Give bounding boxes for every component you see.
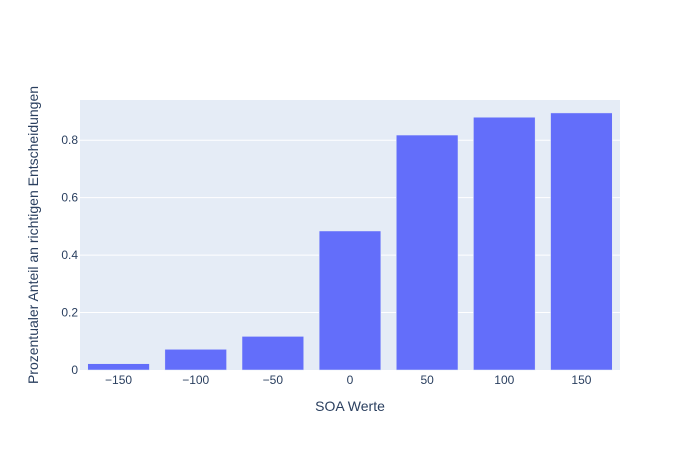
bar[interactable] [87, 363, 150, 371]
x-tick-label: −50 [263, 373, 284, 387]
bar[interactable] [318, 230, 382, 371]
y-tick-label: 0.6 [61, 191, 78, 205]
x-axis-ticks: −150 −100 −50 0 50 100 150 [105, 373, 592, 387]
bars [87, 112, 613, 371]
y-tick-label: 0.2 [61, 306, 78, 320]
bar[interactable] [550, 112, 613, 371]
bar[interactable] [164, 349, 227, 371]
x-tick-label: 0 [347, 373, 354, 387]
bar[interactable] [473, 116, 536, 371]
bar[interactable] [396, 134, 459, 371]
x-tick-label: −150 [105, 373, 132, 387]
x-axis-title: SOA Werte [315, 398, 385, 414]
bar[interactable] [241, 336, 304, 371]
x-tick-label: 100 [494, 373, 514, 387]
y-tick-label: 0.4 [61, 248, 78, 262]
y-axis-ticks: 0 0.2 0.4 0.6 0.8 [61, 133, 78, 377]
x-tick-label: −100 [182, 373, 209, 387]
x-tick-label: 50 [420, 373, 434, 387]
x-tick-label: 150 [571, 373, 591, 387]
y-axis-title: Prozentualer Anteil an richtigen Entsche… [25, 86, 41, 384]
y-tick-label: 0.8 [61, 133, 78, 147]
y-tick-label: 0 [71, 363, 78, 377]
